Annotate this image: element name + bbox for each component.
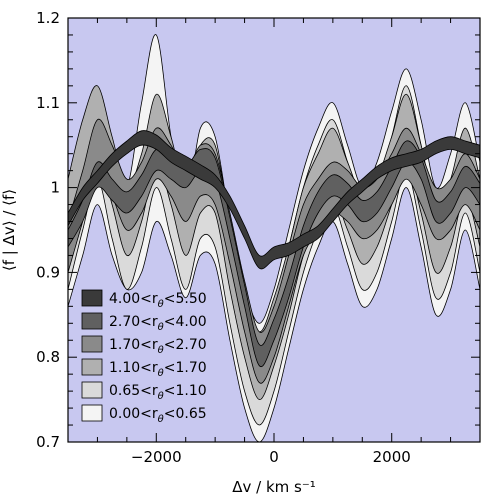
y-axis-label: ⟨f | Δv⟩ / ⟨f⟩	[0, 189, 18, 271]
legend: 4.00<rθ<5.50 2.70<rθ<4.00 1.70<rθ<2.70 1.10…	[81, 289, 207, 425]
series-bands	[68, 34, 480, 442]
x-tick-label: 2000	[373, 448, 411, 466]
legend-swatch-4	[81, 381, 103, 399]
y-tick-label: 1.2	[36, 9, 60, 27]
legend-label-4: 0.65<rθ<1.10	[109, 383, 207, 402]
legend-label-3: 1.10<rθ<1.70	[109, 360, 207, 379]
x-tick-label: −2000	[131, 448, 182, 466]
y-tick-label: 1	[50, 179, 60, 197]
legend-swatch-2	[81, 335, 103, 353]
legend-swatch-1	[81, 312, 103, 330]
legend-swatch-3	[81, 358, 103, 376]
legend-label-0: 4.00<rθ<5.50	[109, 291, 207, 310]
tick-labels: −2000 0 2000 0.7 0.8 0.9 1 1.1 1.2	[36, 9, 411, 466]
axis-ticks	[68, 17, 480, 443]
y-tick-label: 1.1	[36, 94, 60, 112]
series-band-0	[68, 130, 480, 270]
x-axis-label: Δv / km s⁻¹	[232, 478, 316, 496]
legend-label-5: 0.00<rθ<0.65	[109, 406, 207, 425]
legend-label-2: 1.70<rθ<2.70	[109, 337, 207, 356]
legend-swatch-0	[81, 289, 103, 307]
y-tick-label: 0.9	[36, 263, 60, 281]
y-tick-label: 0.8	[36, 348, 60, 366]
y-tick-label: 0.7	[36, 433, 60, 451]
legend-label-1: 2.70<rθ<4.00	[109, 314, 207, 333]
series-band-2	[68, 118, 480, 384]
x-tick-label: 0	[269, 448, 279, 466]
legend-swatch-5	[81, 404, 103, 422]
